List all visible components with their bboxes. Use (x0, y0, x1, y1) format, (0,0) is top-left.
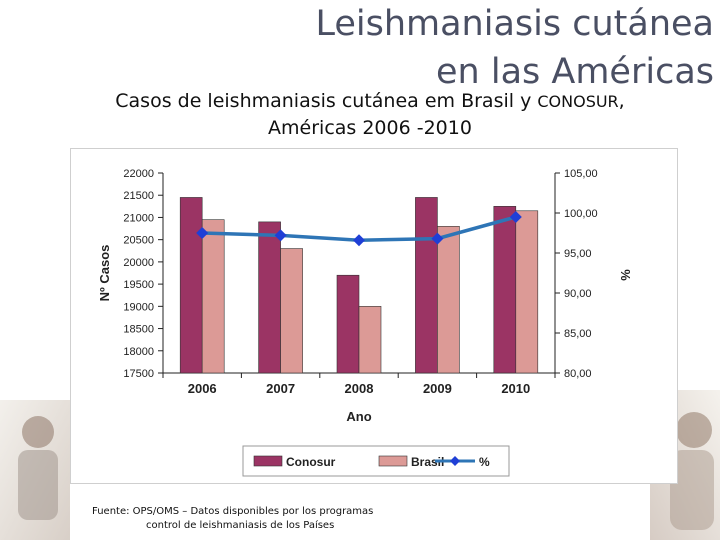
y-tick-label: 19000 (123, 301, 154, 313)
subtitle-text-c: , (618, 90, 625, 112)
bar-conosur (415, 197, 438, 374)
legend-swatch-conosur (253, 455, 283, 467)
y-tick-label: 19500 (123, 279, 154, 291)
bar-conosur (258, 221, 281, 374)
x-axis-label: Ano (346, 409, 371, 424)
percent-marker (509, 211, 522, 223)
legend-label: % (479, 455, 490, 469)
y-tick-label: 21500 (123, 190, 154, 202)
y-tick-label: 18000 (123, 346, 154, 358)
y2-tick-label: 90,00 (564, 288, 592, 300)
x-tick-label: 2010 (501, 381, 530, 396)
bar-conosur (179, 197, 203, 374)
y-tick-label: 17500 (123, 368, 154, 380)
y2-tick-label: 100,00 (564, 208, 598, 220)
x-tick-label: 2009 (423, 381, 452, 396)
slide-title: Leishmaniasis cutánea en las Américas (315, 0, 714, 96)
y-tick-label: 18500 (123, 324, 154, 336)
y-axis-label: Nº Casos (97, 245, 112, 302)
bar-brasil (358, 306, 382, 374)
x-tick-label: 2007 (266, 381, 295, 396)
y-tick-label: 20000 (123, 257, 154, 269)
subtitle-line-2: Américas 2006 -2010 (268, 117, 472, 139)
legend-swatch-brasil (378, 455, 408, 467)
subtitle-line-1: Casos de leishmaniasis cutánea em Brasil… (60, 88, 680, 115)
bar-conosur (336, 274, 360, 374)
source-note: Fuente: OPS/OMS – Datos disponibles por … (92, 505, 373, 533)
y2-tick-label: 105,00 (564, 168, 598, 180)
source-line-2: control de leishmaniasis de los Países (146, 520, 335, 531)
y-tick-label: 20500 (123, 235, 154, 247)
slide-subtitle: Casos de leishmaniasis cutánea em Brasil… (60, 88, 680, 141)
photo-left (0, 400, 70, 540)
y2-tick-label: 95,00 (564, 248, 592, 260)
chart: 17500 18000 18500 19000 19500 20000 20500 21000… (97, 168, 633, 477)
percent-marker (274, 229, 287, 242)
bar-brasil (515, 210, 539, 374)
y-tick-label: 22000 (123, 168, 154, 180)
percent-marker (196, 227, 209, 239)
bar-brasil (280, 248, 303, 374)
percent-marker (431, 232, 444, 245)
subtitle-text-a: Casos de leishmaniasis cutánea em Brasil… (115, 90, 538, 112)
bar-brasil (201, 219, 225, 374)
y-tick-label: 21000 (123, 212, 154, 224)
source-line-1: Fuente: OPS/OMS – Datos disponibles por … (92, 506, 374, 517)
y2-tick-label: 85,00 (564, 328, 592, 340)
y2-tick-label: 80,00 (564, 368, 592, 380)
bar-conosur (493, 206, 517, 374)
title-line-2: en las Américas (436, 52, 714, 92)
x-tick-label: 2008 (345, 381, 374, 396)
legend-label: Brasil (411, 455, 444, 469)
percent-marker (353, 234, 365, 247)
chart-frame: 17500 18000 18500 19000 19500 20000 20500 21000… (70, 148, 678, 484)
legend-label: Conosur (286, 455, 336, 469)
title-line-1: Leishmaniasis cutánea (315, 4, 714, 44)
y2-axis-label: % (618, 269, 633, 281)
bar-brasil (437, 226, 460, 374)
legend-swatch-marker (450, 456, 460, 466)
subtitle-text-b: CONOSUR (537, 92, 619, 111)
x-tick-label: 2006 (188, 381, 217, 396)
